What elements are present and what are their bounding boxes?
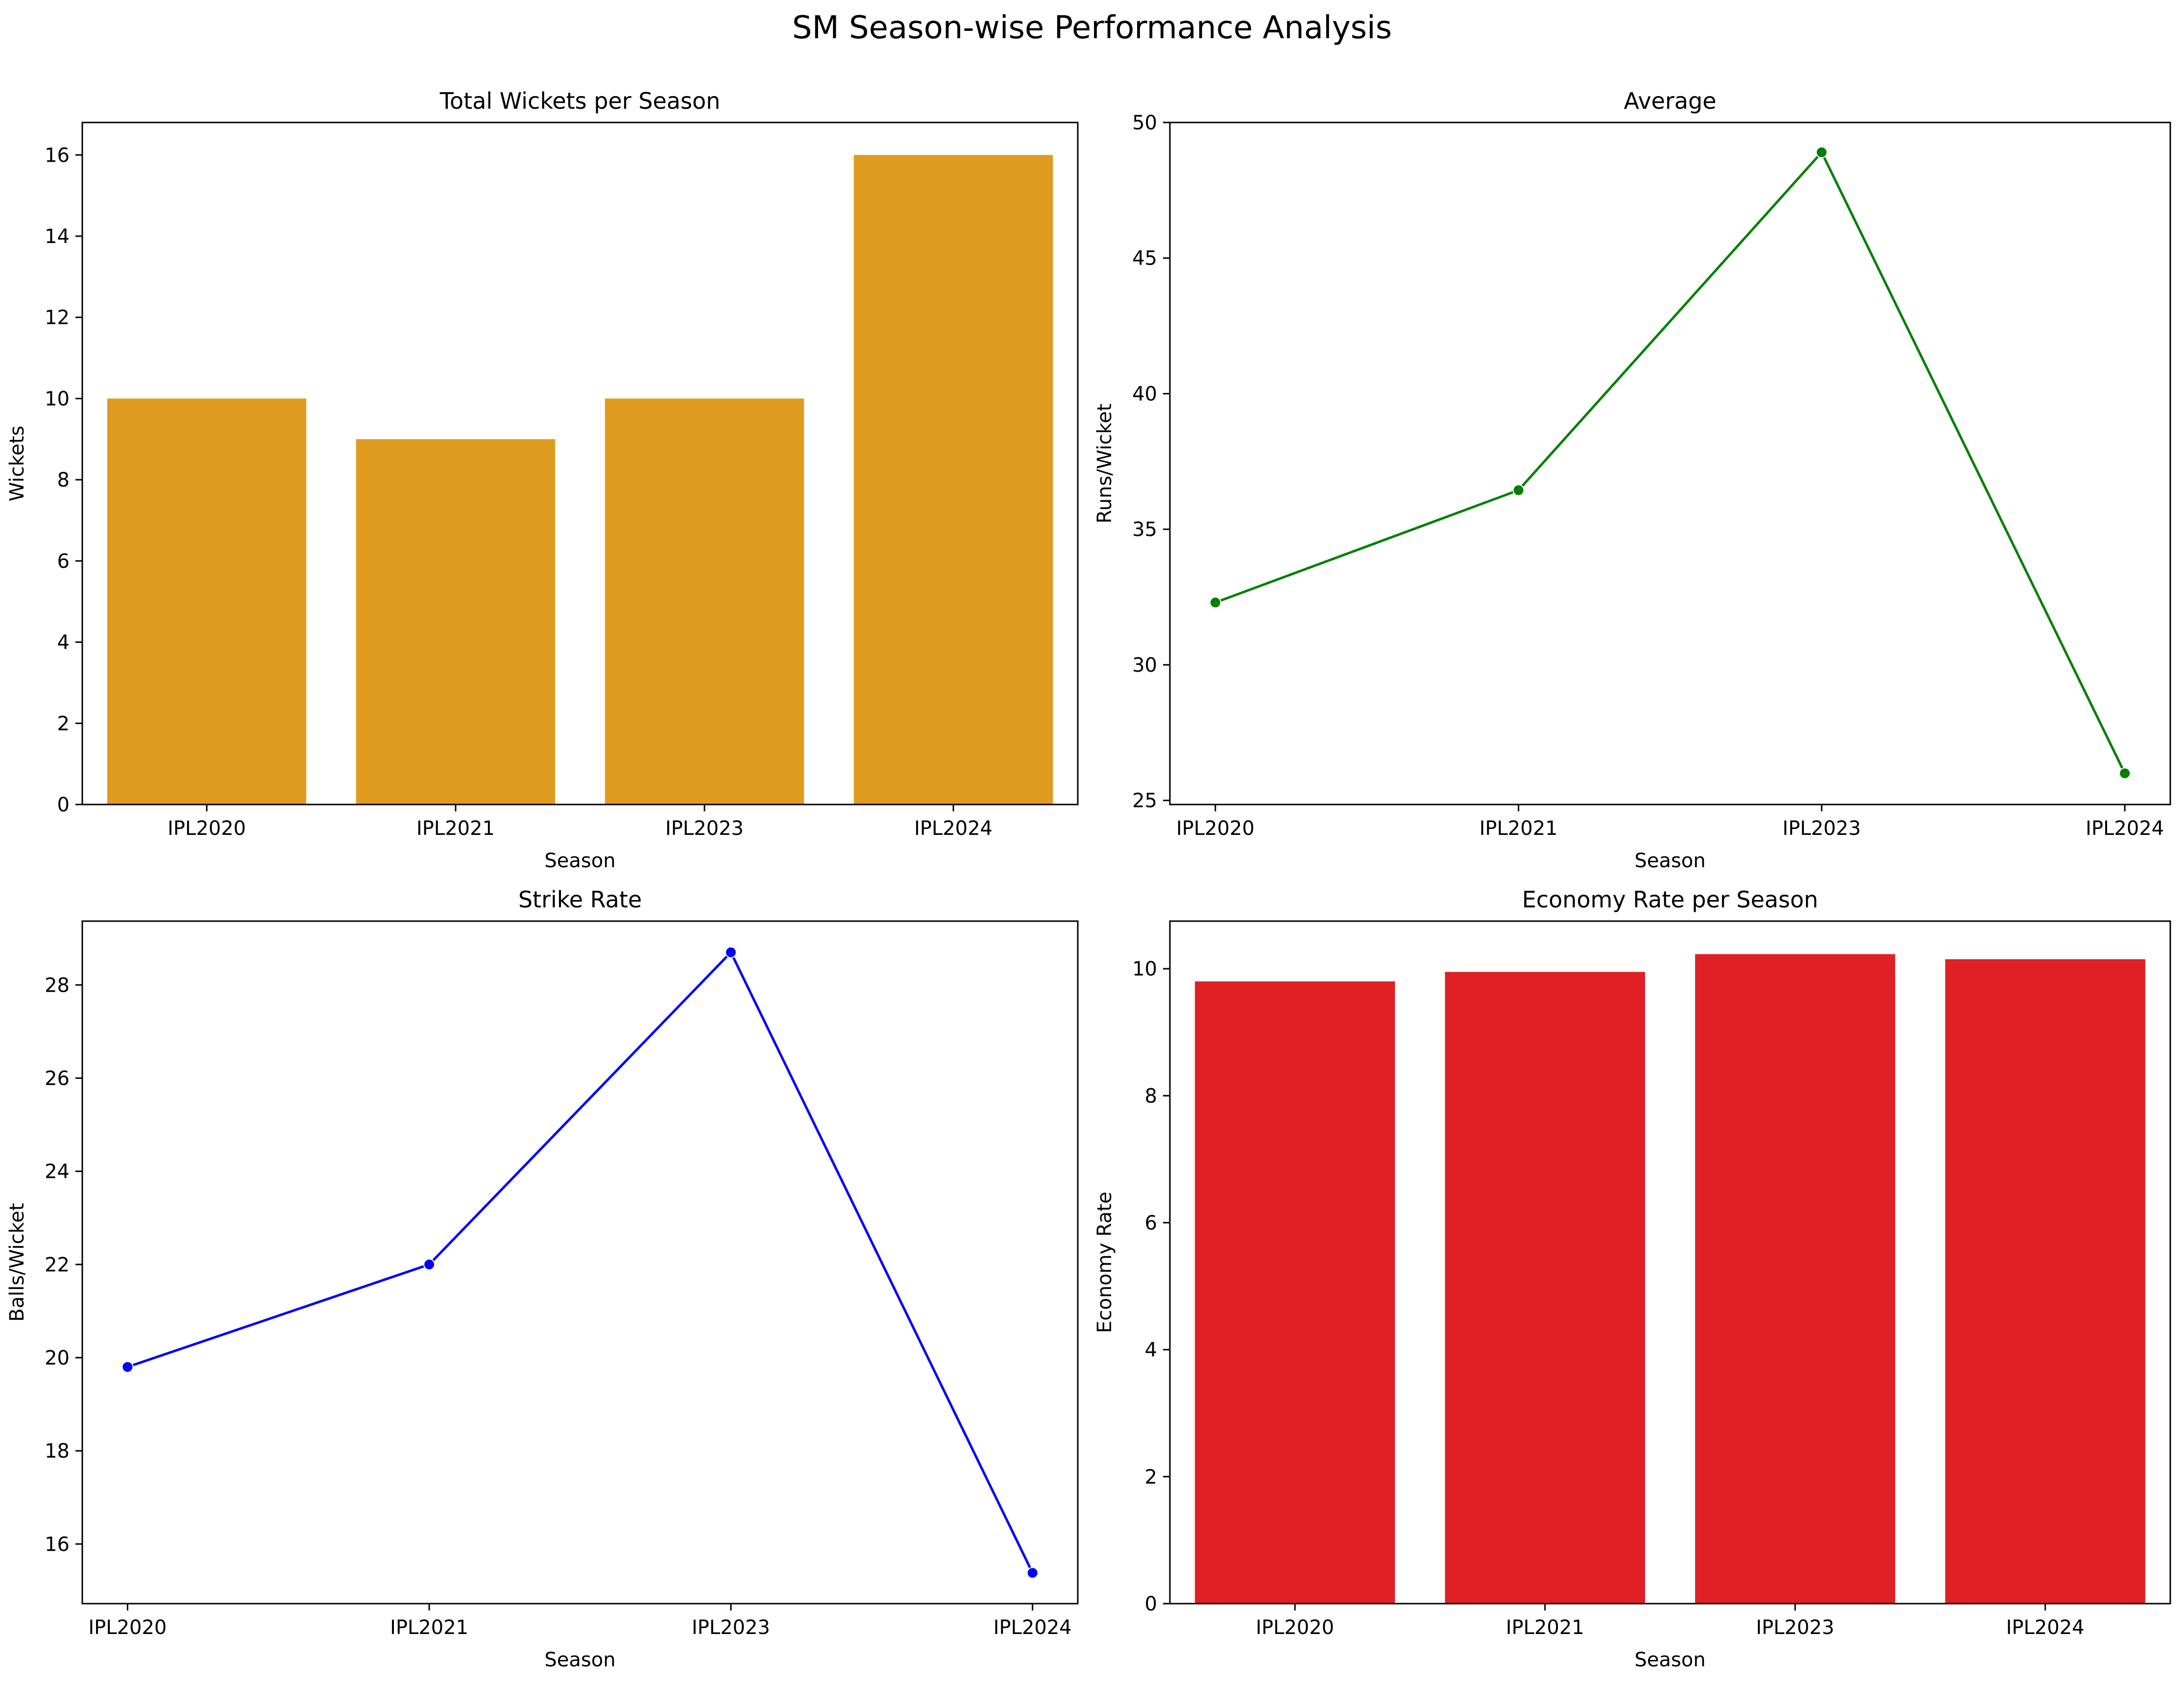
strike-rate-point-ipl2024: [1026, 1567, 1039, 1579]
average-axes-frame: [1169, 122, 2171, 805]
strike-rate-axes-frame: [81, 920, 1079, 1605]
wickets-title: Total Wickets per Season: [439, 88, 721, 114]
economy-ytick-label: 8: [1145, 1085, 1157, 1107]
average-ytick-label: 25: [1132, 790, 1157, 812]
strike-rate-title: Strike Rate: [518, 886, 642, 913]
wickets-ytick-label: 12: [45, 307, 70, 329]
strike-rate-xtick-label: IPL2023: [692, 1616, 770, 1639]
wickets-ytick-label: 6: [57, 550, 70, 573]
economy-subplot: IPL2020 IPL2021 IPL2023 IPL2024 0 2 4 6 8 10 Econo…: [1093, 886, 2171, 1671]
economy-title: Economy Rate per Season: [1522, 886, 1819, 913]
strike-rate-point-ipl2021: [423, 1258, 436, 1270]
wickets-axes-frame: [81, 122, 1079, 805]
wickets-ytick-label: 4: [57, 632, 70, 654]
average-title: Average: [1624, 88, 1717, 114]
average-series-line: [1214, 150, 2126, 774]
wickets-xtick-label: IPL2024: [914, 817, 993, 840]
strike-rate-ytick-label: 22: [45, 1254, 70, 1276]
average-xtick-label: IPL2021: [1480, 817, 1558, 840]
wickets-bar-ipl2021: [356, 439, 556, 805]
wickets-subplot: IPL2020 IPL2021 IPL2023 IPL2024 0 2 4 6 8 10 12 14 1…: [6, 88, 1079, 872]
average-ytick-label: 40: [1132, 383, 1157, 405]
wickets-xtick-label: IPL2020: [168, 817, 246, 840]
wickets-ytick-label: 16: [45, 144, 70, 167]
wickets-xtick-label: IPL2021: [416, 817, 495, 840]
economy-ytick-label: 0: [1145, 1593, 1157, 1615]
economy-xlabel: Season: [1634, 1649, 1705, 1671]
average-xtick-label: IPL2023: [1782, 817, 1861, 840]
wickets-ytick-label: 10: [45, 388, 70, 410]
average-point-ipl2020: [1209, 596, 1221, 609]
average-ytick-label: 30: [1132, 654, 1157, 677]
wickets-bar-ipl2023: [605, 398, 804, 805]
wickets-bar-ipl2024: [853, 155, 1053, 805]
economy-xtick-label: IPL2021: [1506, 1616, 1584, 1639]
strike-rate-subplot: IPL2020 IPL2021 IPL2023 IPL2024 16 18 20 22 24 26…: [6, 886, 1079, 1671]
wickets-bar-ipl2020: [107, 398, 307, 805]
strike-rate-xtick-label: IPL2021: [390, 1616, 468, 1639]
average-ytick-label: 35: [1132, 518, 1157, 541]
figure-title: SM Season-wise Performance Analysis: [792, 10, 1392, 46]
wickets-ytick-label: 2: [57, 712, 70, 735]
economy-xtick-label: IPL2023: [1756, 1616, 1834, 1639]
strike-rate-point-ipl2023: [725, 946, 737, 958]
economy-bar-ipl2020: [1195, 981, 1395, 1604]
wickets-ytick-label: 0: [57, 794, 70, 816]
average-subplot: IPL2020 IPL2021 IPL2023 IPL2024 25 30 35 40 45 50…: [1093, 88, 2171, 872]
average-xtick-label: IPL2020: [1176, 817, 1255, 840]
economy-ytick-label: 10: [1132, 958, 1157, 980]
strike-rate-xtick-label: IPL2024: [994, 1616, 1072, 1639]
strike-rate-xtick-label: IPL2020: [88, 1616, 167, 1639]
economy-ytick-label: 4: [1145, 1339, 1157, 1362]
economy-bar-ipl2021: [1445, 972, 1645, 1604]
average-point-ipl2024: [2119, 767, 2131, 780]
wickets-xtick-label: IPL2023: [665, 817, 744, 840]
average-point-ipl2023: [1816, 146, 1828, 158]
economy-ylabel: Economy Rate: [1093, 1192, 1116, 1333]
wickets-xlabel: Season: [544, 850, 615, 872]
strike-rate-series-line: [127, 950, 1034, 1574]
strike-rate-ylabel: Balls/Wicket: [6, 1203, 28, 1321]
wickets-ylabel: Wickets: [6, 426, 28, 502]
strike-rate-ytick-label: 26: [45, 1067, 70, 1090]
subplots: IPL2020 IPL2021 IPL2023 IPL2024024681012141…: [6, 88, 2171, 1671]
average-xlabel: Season: [1634, 850, 1705, 872]
average-point-ipl2021: [1512, 484, 1525, 496]
strike-rate-ytick-label: 24: [45, 1161, 70, 1183]
wickets-ytick-label: 14: [45, 225, 70, 248]
strike-rate-ytick-label: 16: [45, 1533, 70, 1556]
strike-rate-xlabel: Season: [544, 1649, 615, 1671]
strike-rate-ytick-label: 18: [45, 1440, 70, 1463]
strike-rate-ytick-label: 28: [45, 974, 70, 997]
economy-xtick-label: IPL2020: [1256, 1616, 1334, 1639]
average-ylabel: Runs/Wicket: [1093, 404, 1116, 524]
economy-xtick-label: IPL2024: [2006, 1616, 2085, 1639]
economy-bar-ipl2023: [1695, 954, 1895, 1604]
strike-rate-point-ipl2020: [121, 1361, 134, 1373]
average-ytick-label: 50: [1132, 112, 1157, 134]
economy-bar-ipl2024: [1945, 959, 2145, 1604]
average-xtick-label: IPL2024: [2086, 817, 2164, 840]
strike-rate-ytick-label: 20: [45, 1347, 70, 1369]
wickets-ytick-label: 8: [57, 469, 70, 491]
economy-ytick-label: 6: [1145, 1212, 1157, 1235]
average-ytick-label: 45: [1132, 247, 1157, 270]
economy-axes-frame: [1169, 920, 2171, 1605]
economy-ytick-label: 2: [1145, 1466, 1157, 1488]
